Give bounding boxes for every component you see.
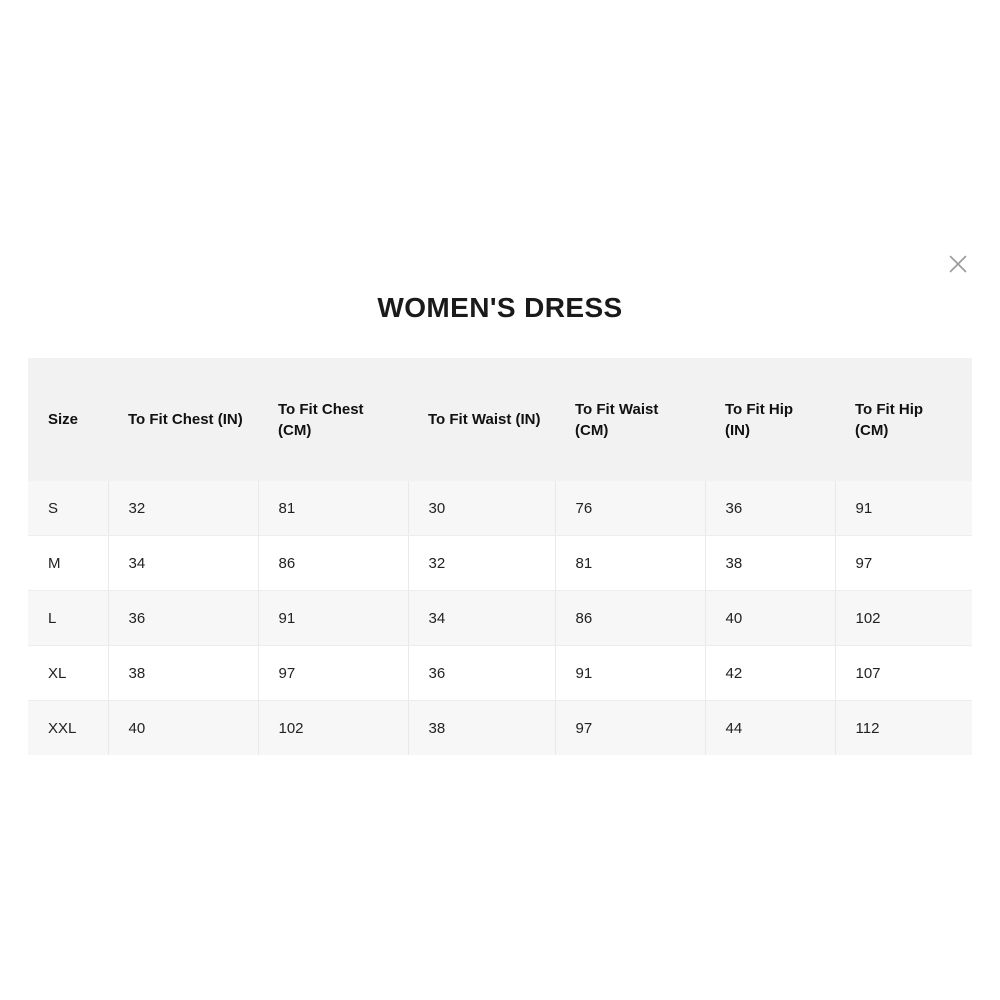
column-header-waist-in: To Fit Waist (IN) [428, 411, 541, 428]
cell-size: L [28, 590, 109, 646]
cell-chest-cm: 102 [258, 700, 409, 755]
cell-hip-in: 42 [705, 645, 836, 701]
cell-waist-cm: 97 [555, 700, 706, 755]
size-chart-table-wrapper: Size To Fit Chest (IN) To Fit Chest (CM)… [28, 358, 972, 755]
cell-chest-cm: 86 [258, 535, 409, 591]
table-header-row: Size To Fit Chest (IN) To Fit Chest (CM)… [28, 358, 972, 481]
cell-waist-in: 34 [408, 590, 556, 646]
cell-hip-cm: 97 [835, 535, 972, 591]
column-header-waist-cm: To Fit Waist (CM) [575, 400, 659, 439]
cell-waist-in: 36 [408, 645, 556, 701]
cell-hip-in: 44 [705, 700, 836, 755]
column-header-hip-in: To Fit Hip (IN) [725, 400, 794, 439]
table-header: Size To Fit Chest (IN) To Fit Chest (CM)… [28, 358, 972, 481]
table-row: M 34 86 32 81 38 97 [28, 535, 972, 591]
cell-hip-cm: 102 [835, 590, 972, 646]
table-row: XXL 40 102 38 97 44 112 [28, 700, 972, 755]
cell-chest-cm: 81 [258, 481, 409, 536]
cell-hip-in: 38 [705, 535, 836, 591]
cell-waist-cm: 76 [555, 481, 706, 536]
cell-hip-cm: 91 [835, 481, 972, 536]
size-chart-table: Size To Fit Chest (IN) To Fit Chest (CM)… [28, 358, 972, 755]
table-row: XL 38 97 36 91 42 107 [28, 645, 972, 701]
column-header-chest-cm: To Fit Chest (CM) [278, 400, 364, 439]
close-button[interactable] [941, 247, 975, 281]
table-row: L 36 91 34 86 40 102 [28, 590, 972, 646]
cell-hip-cm: 112 [855, 719, 880, 737]
column-header-size: Size [48, 411, 79, 428]
cell-hip-cm: 107 [835, 645, 972, 701]
cell-chest-in: 36 [108, 590, 259, 646]
cell-size: XL [28, 645, 109, 701]
table-row: S 32 81 30 76 36 91 [28, 481, 972, 536]
cell-chest-cm: 97 [258, 645, 409, 701]
cell-waist-cm: 86 [555, 590, 706, 646]
cell-size: M [28, 535, 109, 591]
cell-waist-in: 38 [408, 700, 556, 755]
column-header-chest-in: To Fit Chest (IN) [128, 411, 243, 428]
cell-waist-cm: 91 [555, 645, 706, 701]
cell-hip-in: 36 [705, 481, 836, 536]
cell-chest-in: 40 [108, 700, 259, 755]
cell-waist-in: 30 [408, 481, 556, 536]
page-title: WOMEN'S DRESS [377, 292, 623, 323]
cell-chest-in: 34 [108, 535, 259, 591]
close-icon [948, 254, 968, 274]
table-body: S 32 81 30 76 36 91 M 34 86 32 81 38 97 [28, 481, 972, 755]
cell-chest-in: 38 [108, 645, 259, 701]
cell-chest-cm: 91 [258, 590, 409, 646]
cell-waist-cm: 81 [555, 535, 706, 591]
cell-chest-in: 32 [108, 481, 259, 536]
cell-waist-in: 32 [408, 535, 556, 591]
cell-size: XXL [28, 700, 109, 755]
column-header-hip-cm: To Fit Hip (CM) [855, 400, 924, 439]
cell-hip-in: 40 [705, 590, 836, 646]
cell-size: S [28, 481, 109, 536]
